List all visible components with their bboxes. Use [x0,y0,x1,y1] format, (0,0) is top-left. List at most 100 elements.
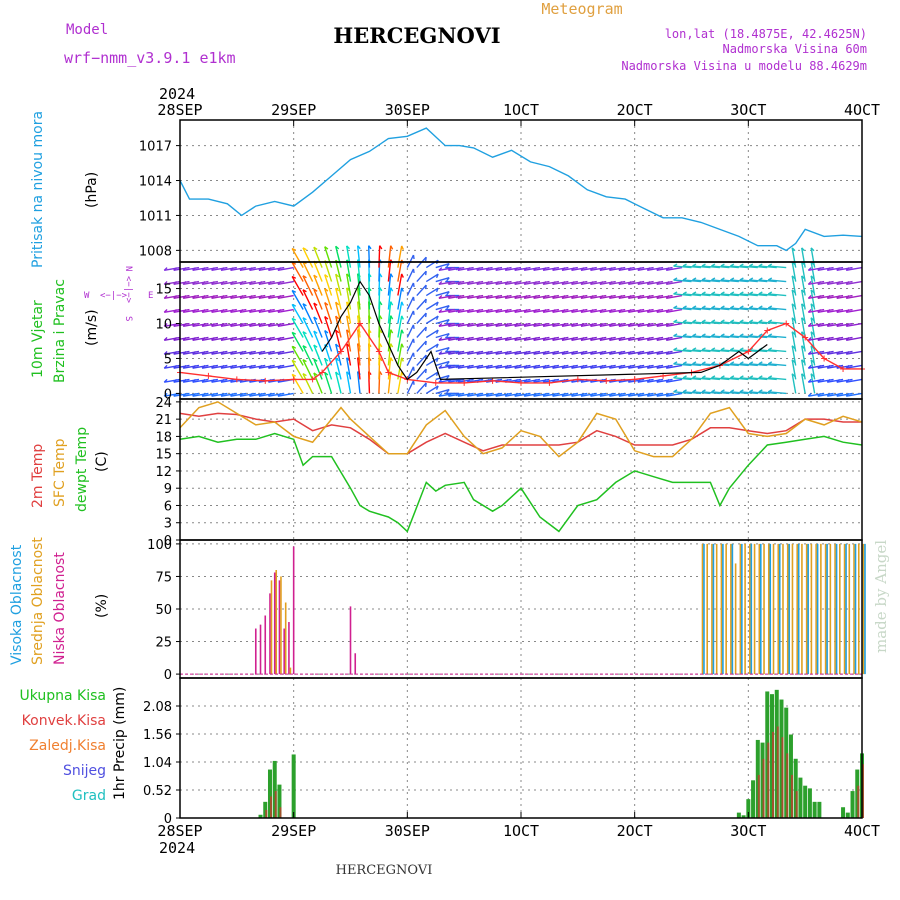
wind-barb-head [590,281,594,285]
wind-barb [801,359,806,380]
wind-barb-head [412,366,415,371]
wind-barb [846,392,863,397]
wind-barb-head [646,295,651,299]
wind-barb-head [163,350,168,355]
wind-barb [467,364,484,369]
wind-barb-head [571,267,575,271]
wind-barb-head [627,309,632,313]
wind-barb-head [446,389,450,394]
wind-barb [836,280,853,286]
y-tick-label: 1008 [139,244,172,259]
elevation-text: Nadmorska Visina 60m [723,42,868,56]
wind-barb-head [324,357,329,362]
wind-barb-head [826,378,831,383]
wind-barb [345,357,352,380]
wind-barb-head [182,281,187,285]
wind-barb [173,280,190,286]
wind-barb [457,280,474,286]
wind-barb-head [711,319,716,323]
wind-barb [416,354,427,366]
wind-barb [435,291,450,297]
wind-barb [268,294,285,300]
wind-barb-head [424,340,427,346]
wind-barb-head [749,389,754,393]
wind-barb-head [457,364,462,369]
wind-barb-head [504,309,509,313]
wind-barb [637,280,654,286]
wind-barb [580,350,597,355]
precip-total-bar [807,788,812,818]
wind-barb [467,392,484,397]
wind-barb [817,392,834,397]
wind-barb [425,343,439,353]
wind-barb [561,392,578,397]
wind-barb [618,294,635,300]
footer-title: HERCEGNOVI [336,863,433,878]
wind-barb [164,336,181,341]
wind-barb-head [230,322,234,327]
wind-barb [637,392,654,397]
wind-barb-head [201,281,206,285]
wind-barb-head [608,267,613,271]
precip-conv-bar [781,737,784,818]
wind-barb [599,350,616,355]
wind-barb-head [446,263,450,268]
wind-barb [173,392,190,397]
wind-barb-head [692,277,697,281]
wind-barb [258,308,275,313]
wind-barb [571,392,588,397]
wind-barb [220,336,237,341]
wind-barb [202,336,219,341]
wind-barb [239,322,256,327]
wind-barb-head [720,319,725,323]
wind-barb [673,293,692,297]
wind-barb [673,349,692,353]
wind-barb [335,371,342,394]
x-tick-label-bottom: 29SEP [271,822,316,840]
wind-barb-head [514,378,519,383]
wind-barb-head [599,295,604,299]
wind-barb [324,260,333,282]
wind-barb [673,377,692,381]
wind-barb-head [379,371,383,376]
y-tick-label: 100 [147,538,172,553]
x-tick-label-top: 28SEP [157,101,202,119]
wind-barb [495,280,512,286]
wind-barb [768,279,787,283]
wind-barb [448,266,465,272]
wind-barb-head [523,350,528,355]
wind-barb-head [457,322,462,327]
wind-barb-head [220,350,225,355]
wind-barb-head [368,245,372,250]
wind-barb-head [182,378,187,383]
wind-barb-head [438,267,443,271]
wind-barb [827,280,844,286]
wind-speed-marker [262,377,269,384]
wind-barb-head [673,389,678,393]
frame-layer [176,119,863,819]
wind-barb-head [571,281,575,285]
wind-barb [637,336,654,341]
wind-barb [495,308,512,313]
wind-barb [666,350,683,355]
dew-line [179,432,863,533]
y-tick-label: 2.08 [143,700,172,715]
wind-barb-head [701,361,706,365]
wind-barb-head [504,281,509,285]
wind-barb [656,308,673,313]
wind-barb-head [758,291,763,295]
wind-barb-head [767,305,773,309]
wind-barb-head [163,364,168,369]
wind-barb-head [637,364,642,369]
wind-barb [324,358,333,380]
wind-barb-head [412,268,415,274]
wind-barb-head [412,296,415,302]
year-top: 2024 [159,85,195,103]
wind-barb-head [220,322,225,327]
wind-barb [758,293,777,297]
wind-barb [302,261,314,282]
wind-barb [291,346,304,366]
wind-barb [230,294,247,300]
wind-barb-head [656,281,661,285]
wind-barb [768,335,787,339]
